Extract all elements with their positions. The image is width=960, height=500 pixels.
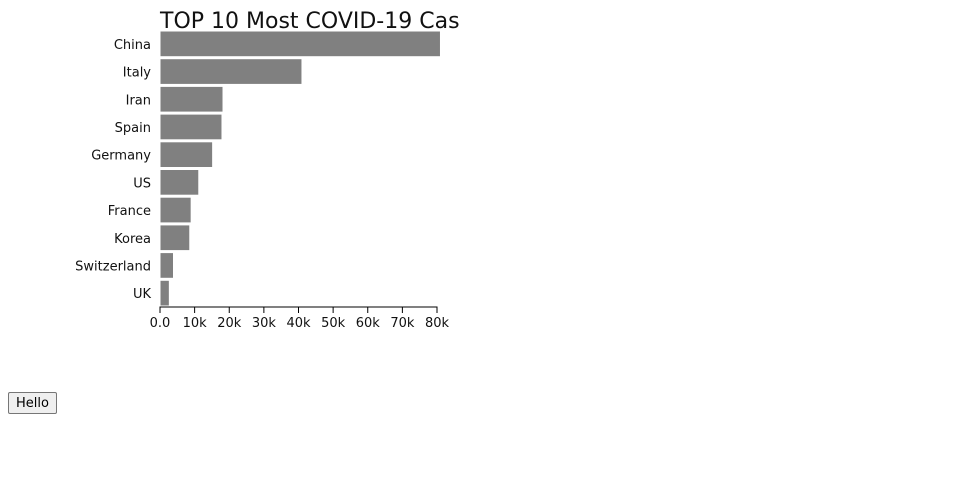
x-tick-label: 20k (217, 316, 242, 331)
bar-france (159, 196, 192, 224)
bar-iran (159, 85, 224, 113)
category-label: UK (133, 287, 152, 302)
x-tick-label: 70k (390, 316, 415, 331)
category-label: France (108, 204, 151, 219)
bar-italy (159, 58, 303, 85)
category-label: Italy (123, 66, 152, 81)
bar-uk (159, 279, 170, 307)
x-tick-label: 60k (356, 316, 381, 331)
x-tick-label: 0.0 (150, 316, 171, 331)
category-label: Switzerland (75, 259, 151, 274)
bar-spain (159, 113, 223, 141)
category-label: Spain (115, 121, 151, 136)
bar-chart: TOP 10 Most COVID-19 Cases China Italy Ira… (75, 9, 460, 331)
hello-button[interactable]: Hello (8, 392, 57, 414)
bar-switzerland (159, 252, 175, 279)
x-tick-label: 80k (425, 316, 450, 331)
bar-us (159, 169, 200, 196)
bar-korea (159, 224, 191, 252)
category-label: US (133, 176, 151, 191)
x-tick-label: 30k (252, 316, 277, 331)
category-label: Korea (114, 232, 151, 247)
category-label: Iran (126, 93, 151, 108)
chart-title: TOP 10 Most COVID-19 Cases (159, 9, 460, 34)
x-tick-label: 50k (321, 316, 346, 331)
x-tick-label: 10k (183, 316, 208, 331)
bar-china (159, 30, 441, 58)
category-label: China (114, 38, 151, 53)
bar-germany (159, 141, 214, 169)
category-label: Germany (91, 149, 151, 164)
x-tick-label: 40k (286, 316, 311, 331)
